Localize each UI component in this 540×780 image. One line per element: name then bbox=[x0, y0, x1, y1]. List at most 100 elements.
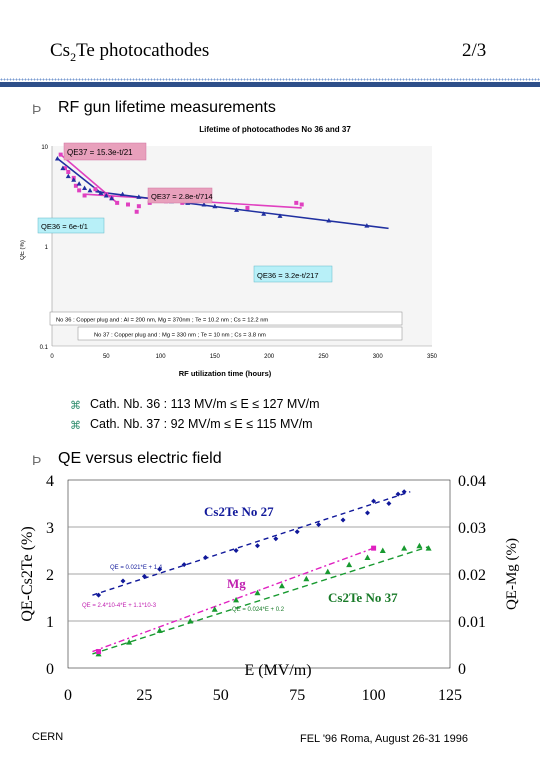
chart1-point-36 bbox=[277, 213, 283, 218]
chart2-xtick-label: 100 bbox=[362, 687, 386, 704]
chart1-point-37 bbox=[82, 193, 87, 198]
chart2-xtick-label: 125 bbox=[438, 687, 462, 704]
chart1-point-36 bbox=[71, 177, 77, 182]
label-mg: Mg bbox=[227, 576, 246, 591]
chart1-point-36 bbox=[103, 192, 109, 198]
footer-left: CERN bbox=[32, 731, 64, 743]
chart1-point-37 bbox=[245, 205, 250, 210]
chart2-fit-27 bbox=[92, 491, 411, 596]
lifetime-chart: Lifetime of photocathodes No 36 and 37 0… bbox=[20, 125, 438, 378]
note37-box bbox=[77, 326, 403, 341]
chart2-point-27 bbox=[181, 562, 187, 568]
chart2-ytick-right-label: 0 bbox=[458, 661, 466, 678]
chart1-point-36 bbox=[60, 165, 66, 171]
page-number: 2/3 bbox=[462, 40, 487, 61]
chart2-ytick-right-label: 0.03 bbox=[458, 520, 486, 537]
chart2-ytick-label: 4 bbox=[46, 473, 54, 490]
chart2-xtick-label: 50 bbox=[213, 687, 229, 704]
chart2-xtick-label: 75 bbox=[289, 687, 305, 704]
chart1-point-37 bbox=[66, 169, 71, 174]
chart1-point-36 bbox=[120, 191, 126, 197]
chart2-ylabel-right: QE-Mg (%) bbox=[504, 538, 520, 610]
annot-qe37-a-box bbox=[63, 142, 147, 161]
chart1-point-37 bbox=[299, 202, 304, 207]
chart2-xtick-label: 25 bbox=[136, 687, 152, 704]
chart1-point-36 bbox=[212, 203, 218, 209]
note36: No 36 : Copper plug and : Al = 200 nm, M… bbox=[56, 318, 268, 324]
chart2-ylabel: QE-Cs2Te (%) bbox=[19, 526, 36, 621]
chart2-point-27 bbox=[395, 491, 401, 497]
chart2-point-27 bbox=[340, 517, 346, 523]
chart2-point-27 bbox=[371, 498, 377, 504]
sub-bullet-icon: ⌘ bbox=[70, 400, 81, 412]
chart2-point-37 bbox=[126, 639, 133, 645]
chart1-xtick-label: 300 bbox=[373, 354, 384, 360]
chart2-point-27 bbox=[233, 548, 239, 553]
header-rule bbox=[0, 82, 540, 87]
section2-heading: QE versus electric field bbox=[58, 450, 222, 467]
chart2-point-37 bbox=[425, 545, 432, 551]
chart1-ytick-label: 10 bbox=[41, 145, 48, 151]
section1-heading: RF gun lifetime measurements bbox=[58, 99, 276, 116]
chart2-point-37 bbox=[379, 547, 386, 553]
chart2-point-27 bbox=[96, 592, 102, 598]
chart2-point-27 bbox=[203, 555, 209, 561]
chart1-point-36 bbox=[109, 195, 115, 201]
chart1-point-37 bbox=[93, 187, 98, 192]
chart1-ytick-label: 1 bbox=[45, 245, 49, 251]
chart2-point-37 bbox=[187, 618, 194, 624]
label-cs2te-37: Cs2Te No 37 bbox=[328, 590, 398, 605]
bullet-icon: Ϸ bbox=[32, 101, 42, 117]
chart1-point-36 bbox=[326, 217, 332, 223]
chart2-point-27 bbox=[401, 489, 407, 495]
note36-box bbox=[49, 311, 403, 326]
chart2-ytick-label: 1 bbox=[46, 614, 54, 631]
chart2-ytick-right-label: 0.04 bbox=[458, 473, 486, 490]
chart2-point-mg bbox=[371, 545, 377, 551]
chart2-point-37 bbox=[364, 554, 371, 561]
chart1-ylabel: QE (%) bbox=[20, 240, 26, 260]
chart2-point-27 bbox=[254, 543, 260, 549]
chart1-point-37 bbox=[58, 152, 63, 157]
slide-title: Cs2Te photocathodes bbox=[50, 40, 210, 64]
chart1-xtick-label: 50 bbox=[103, 354, 110, 360]
header-dots bbox=[0, 78, 540, 81]
chart2-point-27 bbox=[120, 578, 126, 584]
chart2-point-37 bbox=[233, 596, 240, 603]
annot-qe36-a-box bbox=[37, 217, 105, 234]
annot-qe37-a: QE37 = 15.3e-t/21 bbox=[67, 148, 133, 157]
chart2-point-mg bbox=[96, 649, 102, 655]
chart1-point-36 bbox=[136, 194, 142, 199]
chart1-point-36 bbox=[261, 211, 267, 216]
note37: No 37 : Copper plug and : Mg = 330 nm ; … bbox=[94, 333, 266, 339]
chart2-point-37 bbox=[303, 575, 310, 582]
sub-bullet-icon: ⌘ bbox=[70, 420, 81, 432]
chart2-point-37 bbox=[416, 542, 423, 549]
chart1-point-36 bbox=[87, 187, 93, 193]
chart2-point-27 bbox=[141, 573, 147, 579]
chart1-xtick-label: 100 bbox=[156, 354, 167, 360]
footer-right: FEL '96 Roma, August 26-31 1996 bbox=[300, 733, 469, 745]
bullet-icon: Ϸ bbox=[32, 452, 42, 468]
chart2-fit-37 bbox=[92, 546, 429, 655]
chart1-point-37 bbox=[134, 209, 139, 214]
chart2-point-27 bbox=[316, 522, 322, 528]
chart1-title: Lifetime of photocathodes No 36 and 37 bbox=[199, 125, 351, 134]
chart1-point-36 bbox=[82, 185, 88, 191]
fit-label-27: QE = 0.021*E + 1.4 bbox=[110, 565, 163, 571]
chart1-point-37 bbox=[73, 183, 78, 188]
chart1-fit-36-early bbox=[56, 157, 102, 194]
chart2-ytick-right-label: 0.02 bbox=[458, 567, 486, 584]
chart2-point-37 bbox=[156, 627, 163, 633]
chart1-point-36 bbox=[65, 173, 71, 179]
chart1-ytick-label: 0.1 bbox=[40, 345, 49, 351]
chart1-point-36 bbox=[201, 202, 207, 207]
chart2-xtick-label: 0 bbox=[64, 687, 72, 704]
chart2-ytick-label: 0 bbox=[46, 661, 54, 678]
qe-field-chart: 0 25 50 75 100 125 0 1 2 3 4 0 0.01 0.02 0.03 0.04 E … bbox=[19, 473, 520, 704]
chart1-xlabel: RF utilization time (hours) bbox=[179, 369, 272, 378]
annot-qe37-b: QE37 = 2.8e-t/714 bbox=[151, 192, 213, 201]
chart1-xtick-label: 350 bbox=[427, 354, 438, 360]
annot-qe36-b: QE36 = 3.2e-t/217 bbox=[257, 271, 319, 280]
chart1-fit-36-late bbox=[95, 190, 389, 230]
